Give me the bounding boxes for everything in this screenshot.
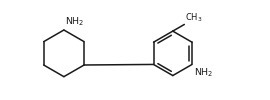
Text: NH$_2$: NH$_2$: [65, 16, 85, 28]
Text: CH$_3$: CH$_3$: [185, 12, 203, 24]
Text: NH$_2$: NH$_2$: [194, 66, 213, 79]
